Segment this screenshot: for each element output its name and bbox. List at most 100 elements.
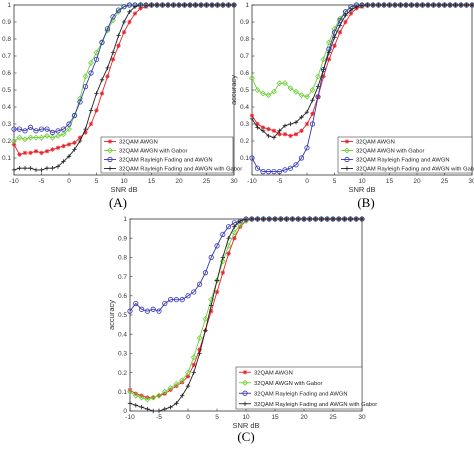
legend-label: 32QAM AWGN with Gabor (356, 149, 424, 155)
x-axis-title: SNR dB (110, 185, 137, 194)
data-point (260, 125, 266, 130)
data-point (208, 254, 214, 260)
data-point (392, 2, 398, 8)
data-point (337, 23, 343, 28)
data-point (11, 167, 17, 173)
data-point (209, 2, 215, 8)
legend: 32QAM AWGN 32QAM AWGN with Gabor 32QAM Ray… (100, 136, 242, 174)
data-point (370, 2, 376, 8)
data-point (105, 65, 110, 71)
data-point (93, 49, 100, 56)
legend-label: 32QAM AWGN (254, 370, 293, 376)
data-point (33, 128, 39, 134)
data-point (116, 33, 121, 38)
data-point (231, 2, 237, 8)
data-point (22, 166, 28, 171)
y-tick-label: 0.1 (2, 155, 11, 162)
data-point (107, 166, 113, 171)
y-tick-label: 0.3 (118, 351, 127, 358)
data-point (249, 75, 255, 82)
y-tick-label: 0.9 (2, 19, 11, 26)
x-tick-label: 5 (333, 178, 337, 185)
data-point (99, 91, 105, 96)
data-point (282, 167, 288, 173)
data-point (196, 335, 203, 342)
data-point (359, 216, 365, 222)
y-axis-title: accuracy (229, 75, 238, 105)
data-point (242, 379, 248, 386)
series-4 (127, 216, 365, 414)
x-tick-label: 25 (441, 178, 449, 185)
data-point (293, 120, 299, 125)
y-tick-label: 0.9 (240, 19, 249, 26)
data-point (242, 401, 248, 406)
data-point (145, 406, 150, 412)
data-point (126, 2, 133, 8)
y-axis-title: accuracy (107, 300, 116, 330)
data-point (436, 2, 442, 8)
data-point (33, 149, 39, 154)
data-point (267, 216, 272, 222)
x-tick-label: 5 (215, 414, 219, 421)
data-point (321, 67, 326, 72)
data-point (49, 134, 56, 141)
y-tick-label: 0.4 (240, 104, 249, 111)
data-point (271, 128, 277, 133)
data-point (310, 98, 315, 103)
x-tick-label: 10 (358, 178, 366, 185)
data-point (38, 126, 45, 132)
legend-label: 32QAM Rayleigh Fading and AWGN with Gabo… (356, 167, 474, 173)
data-point (116, 43, 121, 48)
data-point (104, 26, 111, 32)
data-point (321, 74, 326, 79)
y-tick-label: 0.5 (118, 312, 127, 319)
panel-label: (C) (237, 429, 254, 444)
x-tick-label: 25 (203, 178, 211, 185)
data-point (293, 88, 299, 95)
data-point (238, 218, 243, 224)
data-point (49, 129, 56, 136)
data-point (231, 229, 238, 236)
data-point (255, 216, 260, 222)
data-point (115, 7, 122, 13)
data-point (288, 133, 293, 139)
data-point (359, 2, 365, 8)
data-point (44, 126, 50, 132)
data-point (271, 169, 277, 175)
legend-label: 32QAM Rayleigh Fading and AWGN with Gabo… (119, 167, 242, 173)
data-point (88, 59, 94, 66)
data-point (458, 2, 464, 8)
data-point (60, 131, 67, 138)
data-point (121, 19, 127, 25)
data-point (77, 135, 83, 140)
data-point (261, 216, 266, 222)
data-point (185, 369, 191, 376)
data-point (185, 374, 191, 379)
data-point (299, 128, 304, 133)
y-tick-label: 0.3 (2, 121, 11, 128)
data-point (93, 56, 100, 63)
data-point (173, 297, 179, 303)
legend-label: 32QAM AWGN with Gabor (254, 381, 322, 387)
x-tick-label: 0 (67, 178, 71, 185)
data-point (165, 2, 171, 8)
data-point (237, 221, 244, 228)
x-tick-label: -10 (125, 414, 135, 421)
x-tick-label: 15 (148, 178, 156, 185)
data-point (33, 134, 39, 141)
y-tick-label: 0.5 (2, 87, 11, 94)
data-point (301, 216, 307, 222)
data-point (304, 109, 310, 115)
data-point (150, 306, 156, 312)
data-point (365, 2, 370, 8)
legend-label: 32QAM AWGN (119, 140, 158, 146)
data-point (226, 224, 232, 230)
data-point (121, 4, 127, 10)
data-point (332, 35, 337, 40)
data-point (197, 351, 202, 356)
y-tick-label: 0.1 (118, 389, 127, 396)
x-tick-label: 30 (468, 178, 474, 185)
data-point (249, 216, 254, 222)
data-point (105, 74, 110, 79)
legend: 32QAM AWGN 32QAM AWGN with Gabor 32QAM Ray… (337, 136, 474, 174)
